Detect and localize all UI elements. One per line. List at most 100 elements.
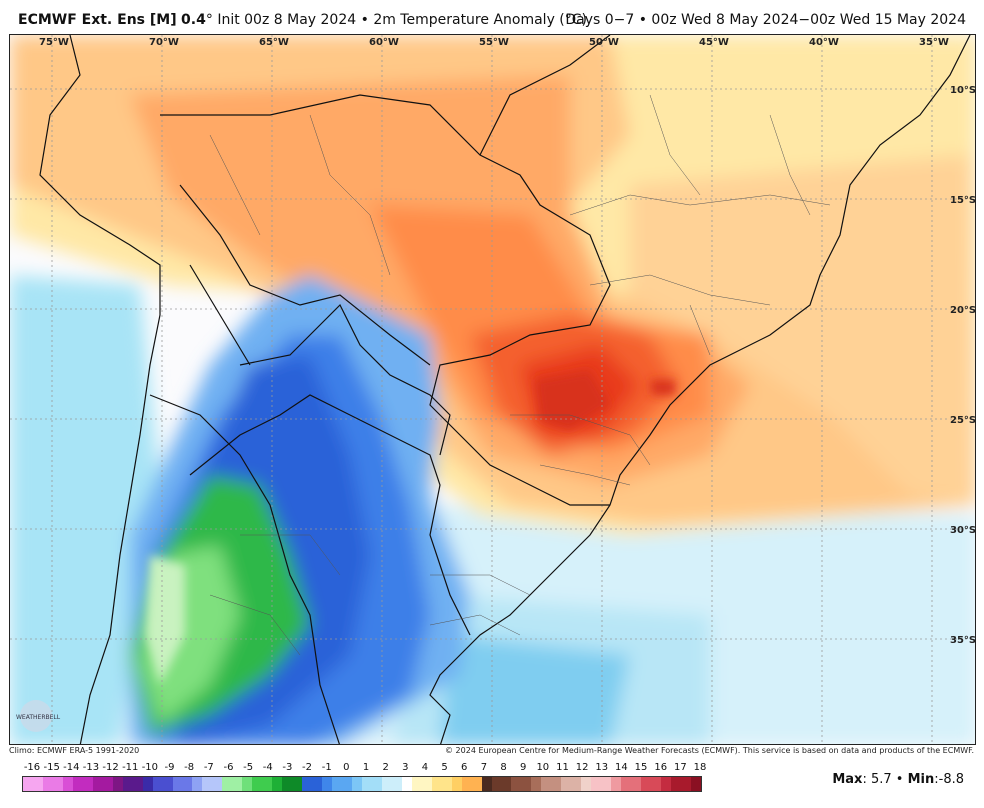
legend-swatch (391, 777, 402, 791)
max-value: : 5.7 (862, 772, 892, 787)
legend-swatch (252, 777, 263, 791)
legend-tick-label: 14 (615, 762, 628, 773)
degree-sign: ° (205, 12, 213, 28)
weatherbell-logo: WEATHERBELL (14, 697, 62, 735)
legend-swatch (451, 777, 462, 791)
longitude-labels: 75°W 70°W 65°W 60°W 55°W 50°W 45°W 40°W … (39, 37, 949, 48)
legend-swatch (670, 777, 681, 791)
max-min-separator: • (895, 772, 904, 787)
legend-tick-label: -4 (262, 762, 273, 773)
state-borders (209, 94, 831, 656)
init-time: Init 00z 8 May 2024 (217, 12, 357, 28)
lat-label: 10°S (950, 85, 976, 96)
legend-swatch (601, 777, 612, 791)
legend-swatch (511, 777, 522, 791)
legend-tick-label: -15 (43, 762, 60, 773)
anomaly-field (10, 35, 975, 744)
legend-tick-label: 3 (402, 762, 409, 773)
legend-swatch (561, 777, 572, 791)
country-borders (39, 35, 971, 744)
lon-label: 55°W (479, 37, 509, 48)
legend-swatch (491, 777, 502, 791)
legend-tick-label: 10 (536, 762, 550, 773)
legend-tick-label: 4 (421, 762, 429, 773)
legend-tick-label: -1 (321, 762, 332, 773)
resolution: 0.4 (181, 12, 206, 28)
legend-swatch (501, 777, 512, 791)
legend-swatch (312, 777, 323, 791)
min-value: :-8.8 (934, 772, 964, 787)
legend-swatch (571, 777, 582, 791)
legend-swatch (431, 777, 442, 791)
legend-tick-label: -10 (141, 762, 159, 773)
legend-swatch (202, 777, 213, 791)
legend-swatch (92, 777, 103, 791)
legend-swatch (401, 777, 412, 791)
legend-swatch (292, 777, 303, 791)
legend-swatch (52, 777, 63, 791)
legend-swatch (411, 777, 422, 791)
legend-swatch (142, 777, 153, 791)
logo-text: WEATHERBELL (16, 714, 61, 721)
color-legend: -16 -15 -14 -13 -12 -11 -10 -9 -8 -7 -6 -5 -4 -3 -2 -1 0… (22, 762, 712, 792)
lat-label: 30°S (950, 525, 976, 536)
legend-tick-label: 18 (693, 762, 707, 773)
legend-swatch (172, 777, 183, 791)
legend-swatch (122, 777, 133, 791)
legend-swatch (471, 777, 482, 791)
legend-swatch (551, 777, 562, 791)
legend-swatch (182, 777, 193, 791)
lon-label: 45°W (699, 37, 729, 48)
legend-swatch (23, 777, 33, 791)
lat-label: 15°S (950, 195, 976, 206)
legend-tick-label: 7 (480, 762, 488, 773)
legend-bar (22, 776, 702, 792)
model-name: ECMWF Ext. Ens [M] (18, 12, 177, 28)
copyright-note: © 2024 European Centre for Medium-Range … (445, 746, 974, 755)
anomaly-map: 75°W 70°W 65°W 60°W 55°W 50°W 45°W 40°W … (9, 34, 976, 745)
legend-tick-labels: -16 -15 -14 -13 -12 -11 -10 -9 -8 -7 -6 -5 -4 -3 -2 -1 0… (22, 762, 712, 776)
legend-tick-label: -13 (82, 762, 100, 773)
variable-name: 2m Temperature Anomaly (°C) (373, 12, 587, 28)
legend-tick-label: -3 (282, 762, 293, 773)
legend-swatch (381, 777, 392, 791)
legend-swatch (272, 777, 283, 791)
legend-tick-label: -9 (164, 762, 175, 773)
legend-swatch (581, 777, 592, 791)
legend-tick-label: -12 (102, 762, 119, 773)
min-label: Min (907, 772, 935, 787)
legend-swatch (342, 777, 352, 791)
legend-tick-label: 8 (500, 762, 507, 773)
lon-label: 60°W (369, 37, 399, 48)
legend-swatch (282, 777, 293, 791)
legend-swatch (222, 777, 233, 791)
legend-tick-label: -2 (302, 762, 313, 773)
legend-tick-label: -5 (243, 762, 254, 773)
valid-period: Days 0−7 • 00z Wed 8 May 2024−00z Wed 15… (565, 12, 966, 28)
title-bullet: • (360, 12, 369, 28)
legend-tick-label: 6 (461, 762, 468, 773)
map-canvas: 75°W 70°W 65°W 60°W 55°W 50°W 45°W 40°W … (10, 35, 976, 744)
legend-swatch (112, 777, 123, 791)
legend-tick-label: 13 (595, 762, 609, 773)
lon-label: 75°W (39, 37, 69, 48)
graticule (10, 35, 975, 744)
lat-label: 20°S (950, 305, 976, 316)
legend-swatch (242, 777, 253, 791)
legend-swatch (521, 777, 532, 791)
legend-tick-label: -6 (223, 762, 234, 773)
legend-swatch (651, 777, 661, 791)
legend-swatch (361, 777, 372, 791)
lon-label: 65°W (259, 37, 289, 48)
legend-tick-label: -8 (184, 762, 195, 773)
legend-tick-label: -16 (23, 762, 41, 773)
legend-tick-label: 0 (343, 762, 350, 773)
legend-swatch (232, 777, 243, 791)
legend-swatch (192, 777, 203, 791)
legend-tick-label: 1 (362, 762, 370, 773)
max-min-readout: Max: 5.7 • Min:-8.8 (832, 772, 964, 787)
legend-swatch (680, 777, 691, 791)
legend-swatch (82, 777, 93, 791)
legend-swatch (132, 777, 143, 791)
legend-swatch (690, 777, 701, 791)
